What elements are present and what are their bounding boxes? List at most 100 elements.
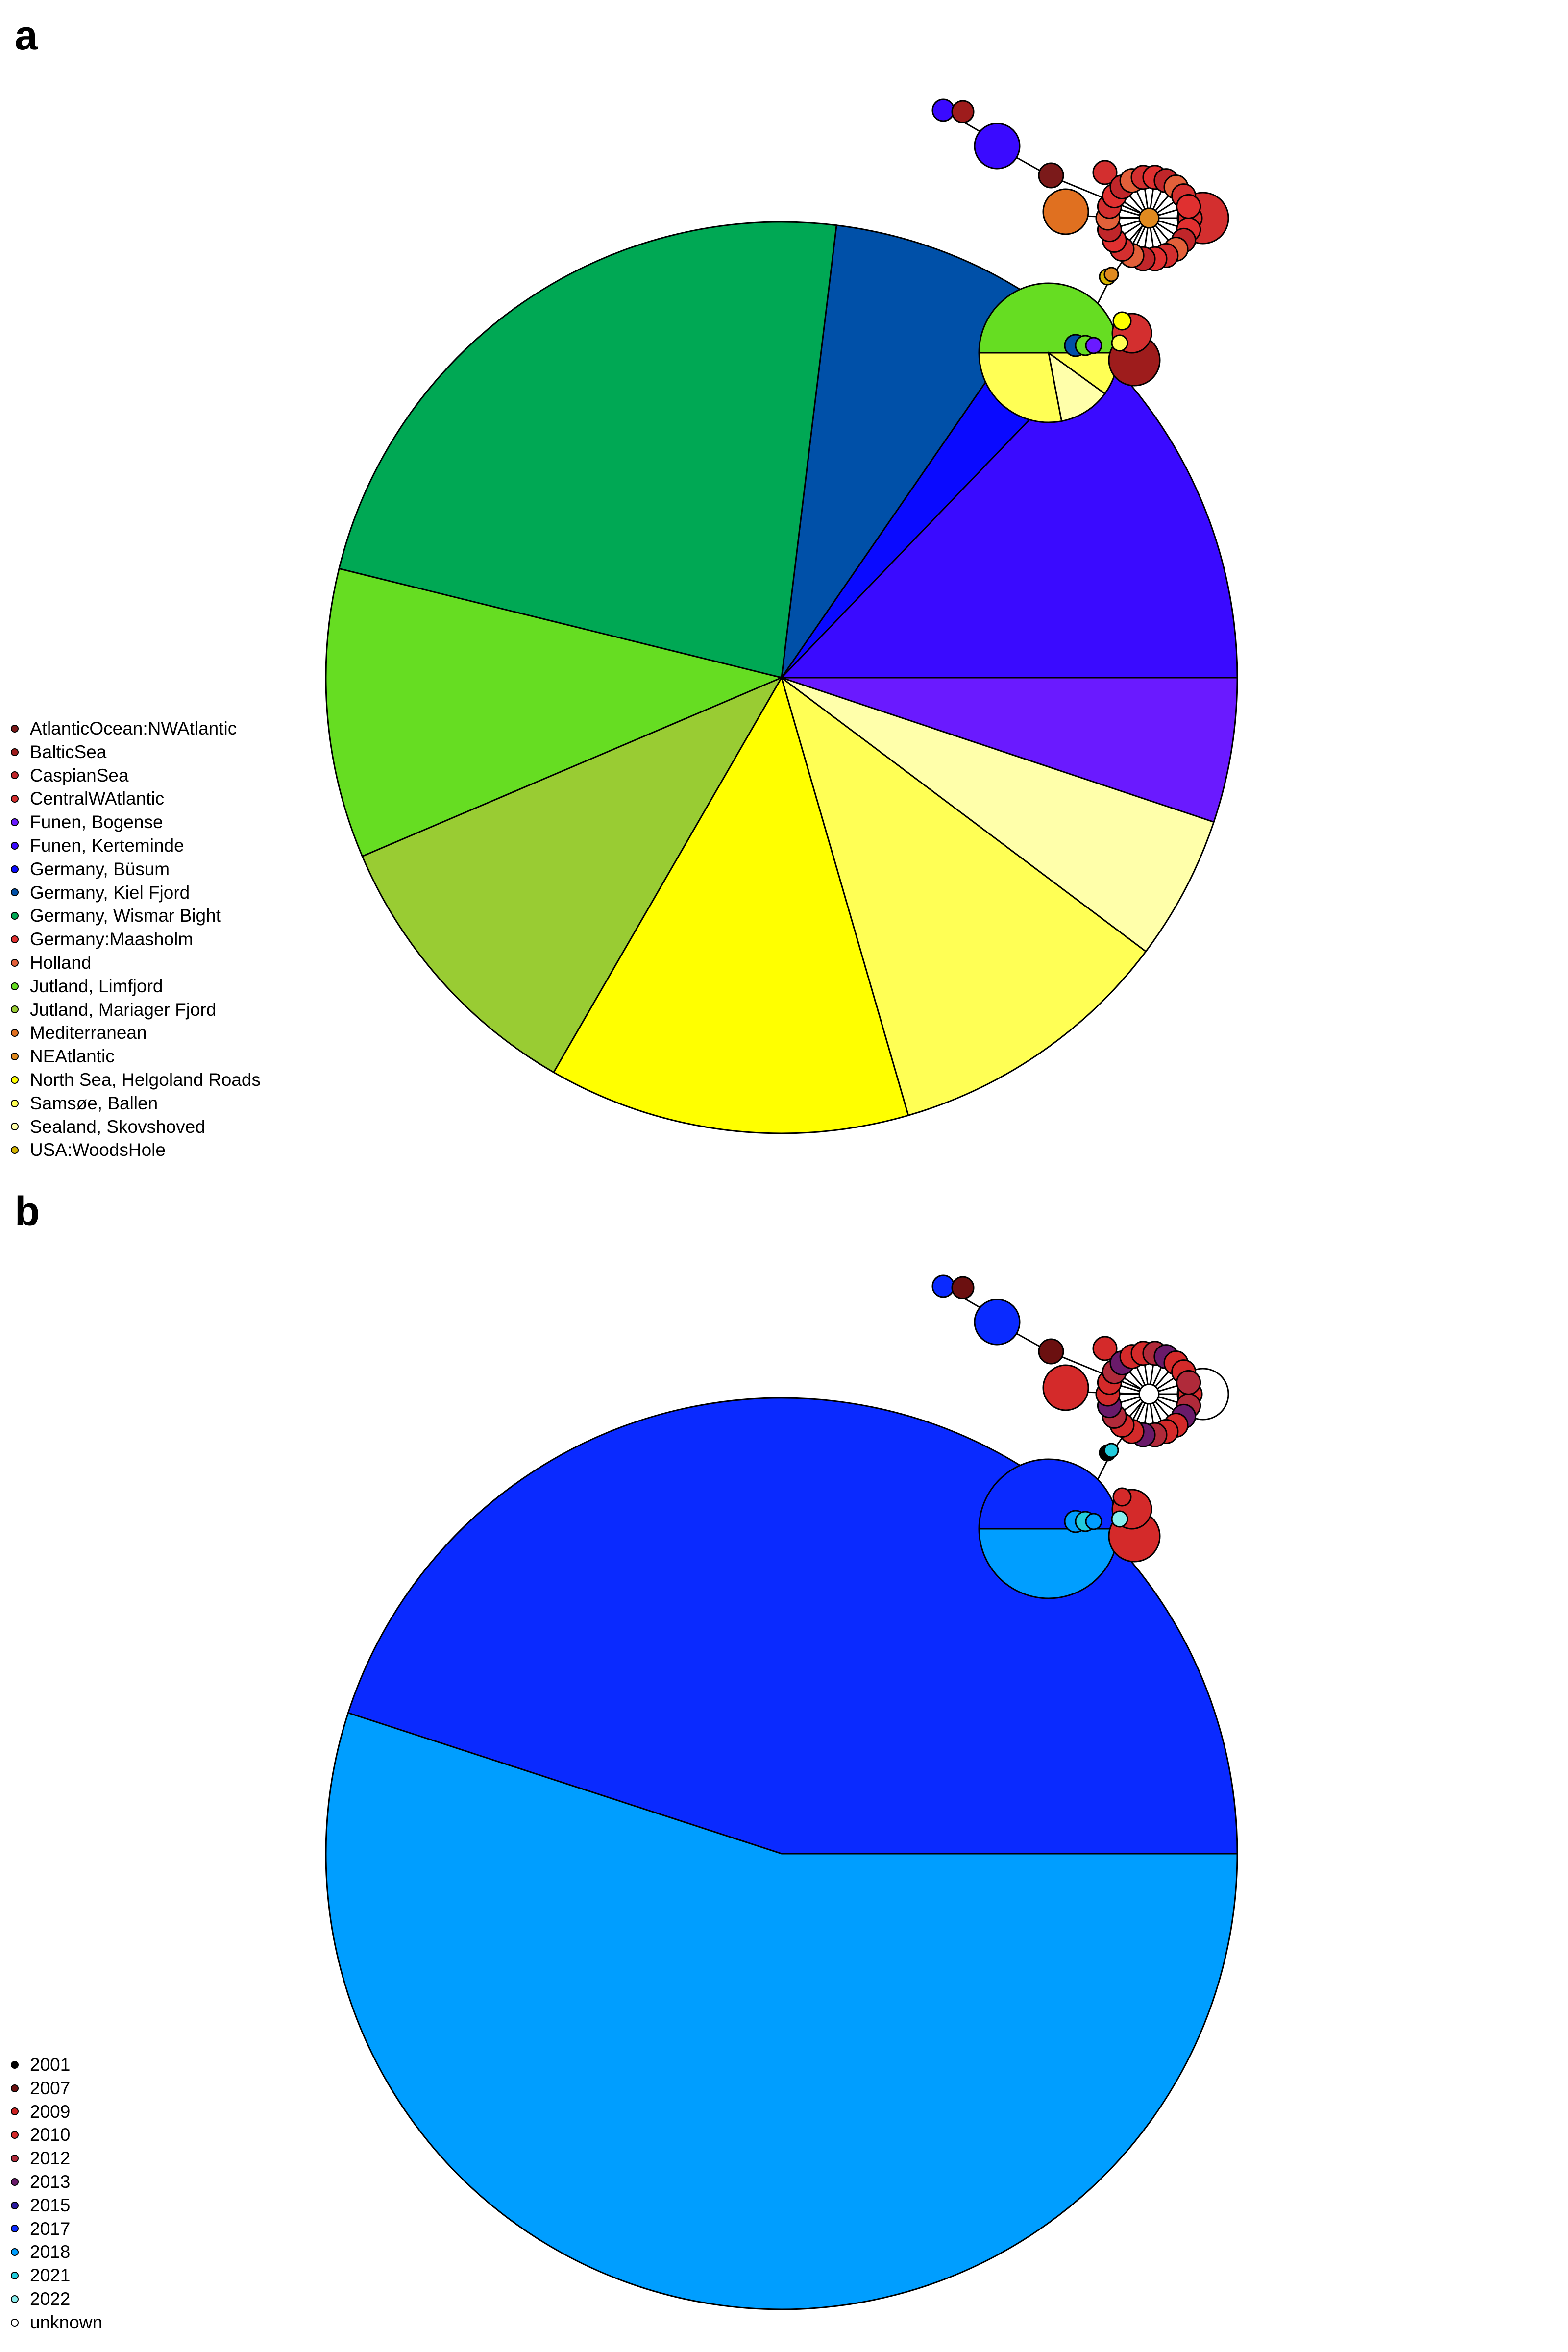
haplotype-node xyxy=(1085,1513,1102,1530)
legend-label: CaspianSea xyxy=(30,765,129,785)
legend-swatch xyxy=(11,2060,19,2069)
legend-swatch xyxy=(11,1005,19,1014)
legend-item: BalticSea xyxy=(11,740,261,764)
legend-swatch xyxy=(11,724,19,733)
legend-item: 2018 xyxy=(11,2240,102,2264)
legend-swatch xyxy=(11,771,19,780)
legend-label: 2012 xyxy=(30,2148,71,2169)
legend-item: North Sea, Helgoland Roads xyxy=(11,1068,261,1092)
haplotype-node xyxy=(1138,1383,1160,1405)
haplotype-node xyxy=(1111,1510,1128,1528)
legend-item: unknown xyxy=(11,2311,102,2334)
pie-slice xyxy=(552,676,909,1134)
network-edge xyxy=(1048,1350,1147,1393)
legend-item: 2007 xyxy=(11,2077,102,2100)
legend-item: NEAtlantic xyxy=(11,1045,261,1068)
legend-item: AtlanticOcean:NWAtlantic xyxy=(11,717,261,740)
legend-swatch xyxy=(11,2201,19,2209)
legend-label: CentralWAtlantic xyxy=(30,788,165,809)
legend-label: 2017 xyxy=(30,2218,71,2239)
legend-item: Holland xyxy=(11,951,261,975)
legend-swatch xyxy=(11,841,19,850)
legend-swatch xyxy=(11,2225,19,2233)
haplotype-node xyxy=(1103,267,1119,282)
legend-label: Jutland, Limfjord xyxy=(30,976,163,996)
legend-label: 2015 xyxy=(30,2195,71,2215)
legend-swatch xyxy=(11,2318,19,2327)
legend-label: NEAtlantic xyxy=(30,1046,115,1067)
haplotype-node xyxy=(1085,337,1102,354)
legend-label: Funen, Bogense xyxy=(30,812,163,833)
haplotype-node xyxy=(1092,160,1118,185)
legend-item: Germany:Maasholm xyxy=(11,928,261,951)
legend-item: Germany, Wismar Bight xyxy=(11,904,261,928)
legend-swatch xyxy=(11,2155,19,2163)
legend-item: 2022 xyxy=(11,2287,102,2311)
legend-item: Funen, Bogense xyxy=(11,810,261,834)
legend-item: 2021 xyxy=(11,2264,102,2287)
legend-item: 2001 xyxy=(11,2053,102,2077)
panel-a: a AtlanticOcean:NWAtlantic BalticSea Caspi… xyxy=(11,12,1238,1162)
legend: 2001 2007 2009 2010 2012 2013 2015 2017 2018 2021… xyxy=(11,2053,102,2334)
legend: AtlanticOcean:NWAtlantic BalticSea Caspian… xyxy=(11,717,261,1162)
pie-slice xyxy=(361,676,784,1074)
legend-swatch xyxy=(11,1029,19,1037)
legend-item: 2017 xyxy=(11,2217,102,2241)
legend-label: 2001 xyxy=(30,2055,71,2075)
pie-slice xyxy=(325,567,784,858)
legend-label: Germany, Büsum xyxy=(30,858,170,879)
legend-label: BalticSea xyxy=(30,741,107,762)
haplotype-node xyxy=(1038,162,1064,189)
haplotype-node xyxy=(931,98,955,122)
haplotype-node xyxy=(1038,1338,1064,1365)
legend-swatch xyxy=(11,2248,19,2256)
haplotype-node xyxy=(974,122,1021,170)
legend-item: CentralWAtlantic xyxy=(11,787,261,810)
panel-letter: a xyxy=(15,12,38,58)
legend-swatch xyxy=(11,1053,19,1061)
legend-item: Samsøe, Ballen xyxy=(11,1092,261,1115)
legend-item: Jutland, Mariager Fjord xyxy=(11,998,261,1022)
legend-label: 2010 xyxy=(30,2125,71,2145)
legend-swatch xyxy=(11,865,19,873)
pie-slice xyxy=(338,221,837,679)
network-edge xyxy=(1048,174,1147,217)
haplotype-node xyxy=(1042,188,1089,235)
pie-slice xyxy=(781,677,1238,823)
legend-label: Holland xyxy=(30,952,92,973)
legend-swatch xyxy=(11,1099,19,1107)
legend-swatch xyxy=(11,958,19,967)
haplotype-node xyxy=(951,100,975,123)
legend-item: 2009 xyxy=(11,2100,102,2124)
haplotype-node xyxy=(951,1276,975,1299)
legend-label: 2021 xyxy=(30,2265,71,2286)
legend-label: unknown xyxy=(30,2312,103,2332)
legend-swatch xyxy=(11,2272,19,2280)
legend-item: Mediterranean xyxy=(11,1021,261,1045)
legend-item: USA:WoodsHole xyxy=(11,1138,261,1162)
haplotype-node xyxy=(1111,334,1128,352)
legend-label: AtlanticOcean:NWAtlantic xyxy=(30,718,237,738)
haplotype-node xyxy=(1138,207,1160,229)
legend-swatch xyxy=(11,748,19,756)
legend-swatch xyxy=(11,888,19,897)
legend-swatch xyxy=(11,1146,19,1154)
haplotype-node xyxy=(1176,1370,1201,1395)
legend-swatch xyxy=(11,912,19,920)
legend-swatch xyxy=(11,2131,19,2139)
legend-swatch xyxy=(11,818,19,827)
pie-slice xyxy=(325,1712,1238,2310)
legend-swatch xyxy=(11,795,19,803)
legend-label: North Sea, Helgoland Roads xyxy=(30,1069,261,1090)
legend-label: USA:WoodsHole xyxy=(30,1140,166,1160)
legend-swatch xyxy=(11,2178,19,2186)
panel-letter: b xyxy=(15,1188,40,1234)
haplotype-node xyxy=(974,1298,1021,1346)
legend-swatch xyxy=(11,1123,19,1131)
legend-label: Germany:Maasholm xyxy=(30,929,194,950)
legend-label: Germany, Kiel Fjord xyxy=(30,882,190,903)
pie-slice xyxy=(978,1528,1119,1599)
panel-b: b 2001 2007 2009 2010 2012 2013 2015 2017 2018 20… xyxy=(0,1176,1568,2352)
legend-label: Jutland, Mariager Fjord xyxy=(30,999,217,1020)
legend-label: Germany, Wismar Bight xyxy=(30,906,221,926)
